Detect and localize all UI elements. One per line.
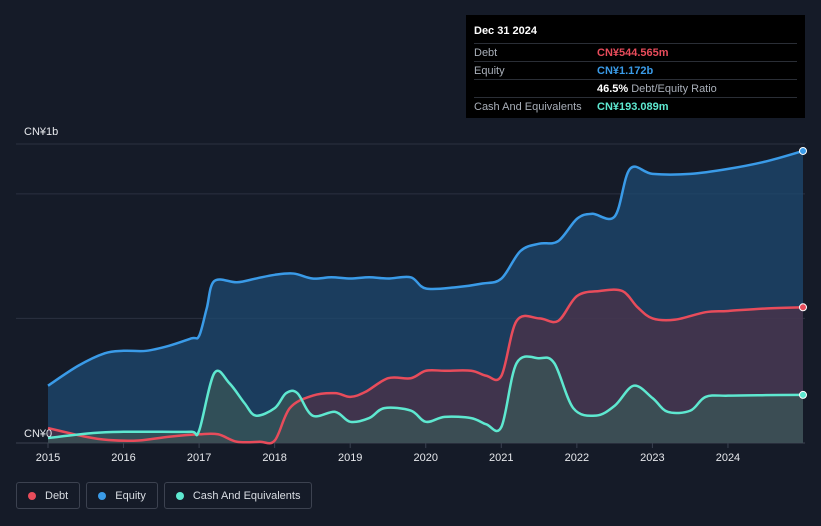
tooltip-row-cash: Cash And Equivalents CN¥193.089m bbox=[474, 97, 797, 115]
legend-item-equity[interactable]: Equity bbox=[86, 482, 158, 509]
x-tick-label: 2018 bbox=[262, 452, 286, 464]
legend-label: Debt bbox=[45, 489, 69, 502]
debt-line bbox=[47, 288, 804, 445]
x-tick-label: 2020 bbox=[414, 452, 438, 464]
tooltip-ratio-label: Debt/Equity Ratio bbox=[631, 82, 717, 95]
x-tick-label: 2019 bbox=[338, 452, 362, 464]
tooltip-label: Cash And Equivalents bbox=[474, 100, 582, 113]
x-tick-label: 2022 bbox=[565, 452, 589, 464]
y-tick-label: CN¥0 bbox=[24, 428, 52, 440]
legend-item-debt[interactable]: Debt bbox=[16, 482, 81, 509]
legend-dot-icon bbox=[175, 491, 184, 500]
x-tick-label: 2023 bbox=[640, 452, 664, 464]
legend-item-cash[interactable]: Cash And Equivalents bbox=[163, 482, 313, 509]
legend-dot-icon bbox=[98, 491, 107, 500]
tooltip-equity-value: CN¥1.172b bbox=[597, 64, 654, 77]
tooltip-label: Equity bbox=[474, 64, 505, 77]
legend-label: Cash And Equivalents bbox=[192, 489, 301, 502]
x-tick-label: 2016 bbox=[111, 452, 135, 464]
legend-label: Equity bbox=[115, 489, 146, 502]
x-tick-label: 2021 bbox=[489, 452, 513, 464]
tooltip-row-debt: Debt CN¥544.565m bbox=[474, 43, 797, 61]
debt-endpoint[interactable] bbox=[799, 303, 807, 312]
equity-endpoint[interactable] bbox=[799, 146, 807, 155]
tooltip-cash-value: CN¥193.089m bbox=[597, 100, 669, 113]
tooltip-row-ratio: 46.5% Debt/Equity Ratio bbox=[474, 79, 797, 97]
tooltip-label: Debt bbox=[474, 46, 498, 59]
x-tick-label: 2017 bbox=[187, 452, 211, 464]
equity-line bbox=[47, 149, 804, 387]
cash-and-equivalents-line bbox=[47, 355, 804, 440]
tooltip-date: Dec 31 2024 bbox=[474, 25, 537, 37]
cash-and-equivalents-area bbox=[48, 356, 803, 443]
y-tick-label: CN¥1b bbox=[24, 126, 58, 138]
tooltip-ratio-value: 46.5% bbox=[597, 82, 629, 95]
x-tick-label: 2024 bbox=[716, 452, 740, 464]
x-tick-label: 2015 bbox=[36, 452, 60, 464]
cash-and-equivalents-endpoint[interactable] bbox=[799, 390, 807, 399]
tooltip: Dec 31 2024 Debt CN¥544.565m Equity CN¥1… bbox=[466, 15, 805, 118]
tooltip-row-equity: Equity CN¥1.172b bbox=[474, 61, 797, 79]
legend-dot-icon bbox=[28, 491, 36, 500]
tooltip-debt-value: CN¥544.565m bbox=[597, 46, 669, 59]
legend: Debt Equity Cash And Equivalents bbox=[16, 482, 313, 509]
